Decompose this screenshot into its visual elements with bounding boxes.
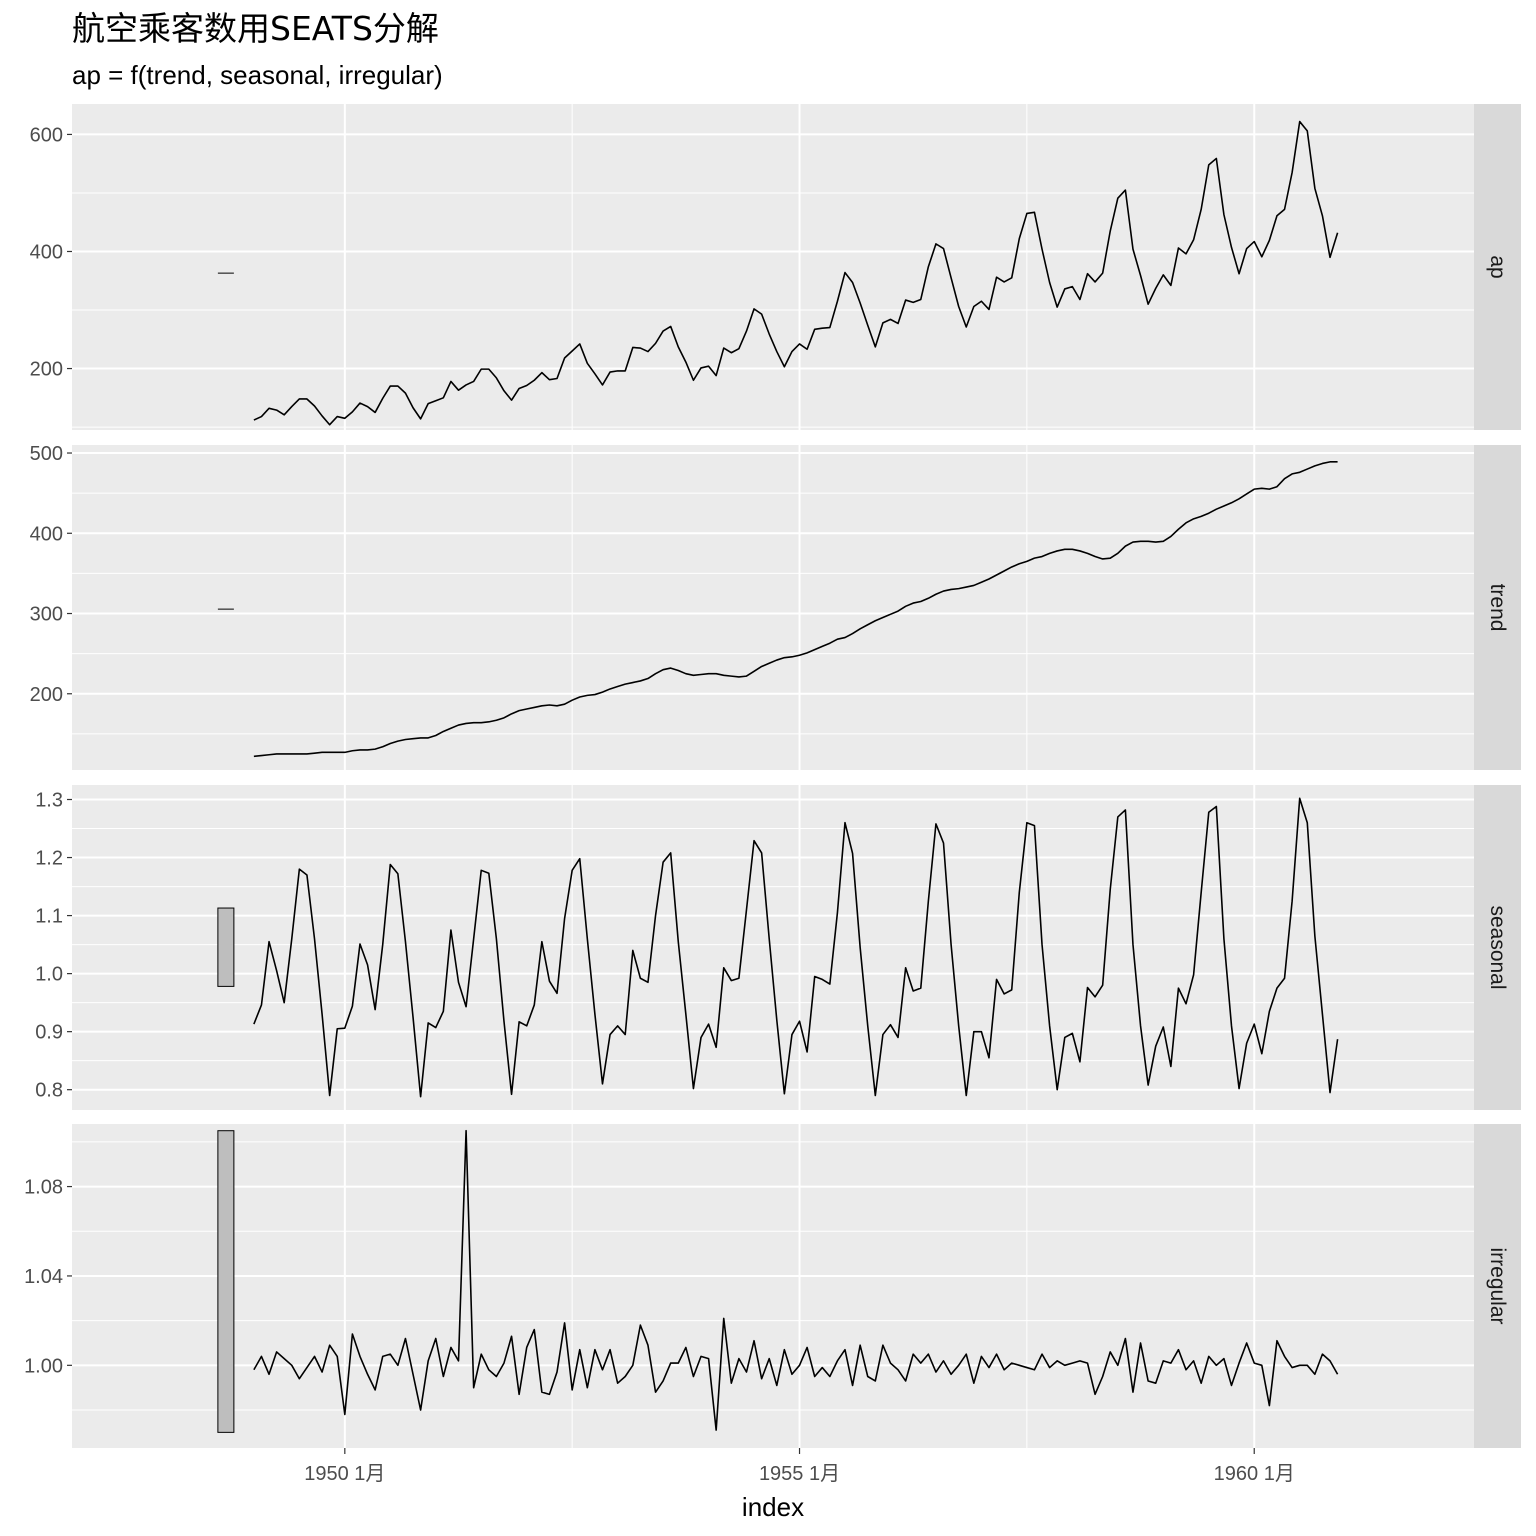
y-tick-label: 1.04: [24, 1266, 63, 1288]
facet-strip: [1474, 1124, 1521, 1448]
y-tick-label: 1.1: [35, 906, 63, 928]
facet-strip-label: trend: [1486, 584, 1509, 632]
panel-background: [72, 104, 1474, 430]
facet-strip: [1474, 785, 1521, 1110]
x-tick-label: 1960 1月: [1214, 1463, 1295, 1485]
y-tick-label: 400: [30, 523, 63, 545]
chart-subtitle: ap = f(trend, seasonal, irregular): [72, 60, 443, 90]
panel-background: [72, 445, 1474, 770]
x-axis-title: index: [742, 1492, 804, 1522]
y-tick-label: 0.8: [35, 1080, 63, 1102]
facet-panels: 200 400 600 ap 200 300 400 500 trend 0.8 0.9 1.0 1.1…: [24, 104, 1521, 1448]
panel-ap: 200 400 600 ap: [30, 104, 1521, 430]
y-tick-label: 1.3: [35, 790, 63, 812]
y-tick-label: 1.08: [24, 1177, 63, 1199]
y-tick-label: 200: [30, 359, 63, 381]
y-tick-label: 500: [30, 443, 63, 465]
y-tick-label: 1.00: [24, 1355, 63, 1377]
x-tick-label: 1955 1月: [759, 1463, 840, 1485]
panel-seasonal: 0.8 0.9 1.0 1.1 1.2 1.3 seasonal: [35, 785, 1521, 1110]
series-line-irregular: [253, 1129, 1339, 1431]
x-tick-label: 1950 1月: [304, 1463, 385, 1485]
y-tick-label: 600: [30, 124, 63, 146]
panel-background: [72, 785, 1474, 1110]
series-line-ap: [253, 120, 1339, 426]
panel-irregular: 1.00 1.04 1.08 irregular: [24, 1124, 1521, 1448]
y-tick-label: 400: [30, 241, 63, 263]
facet-strip-label: irregular: [1486, 1247, 1509, 1324]
facet-strip: [1474, 104, 1521, 430]
facet-strip-label: seasonal: [1486, 905, 1509, 989]
series-line-trend: [253, 461, 1338, 758]
chart-title: 航空乘客数用SEATS分解: [72, 9, 439, 48]
y-tick-label: 1.2: [35, 848, 63, 870]
y-tick-label: 0.9: [35, 1022, 63, 1044]
facet-strip: [1474, 445, 1521, 770]
panel-trend: 200 300 400 500 trend: [30, 443, 1521, 770]
series-line-seasonal: [253, 797, 1339, 1098]
y-tick-label: 1.0: [35, 964, 63, 986]
range-bar: [217, 907, 235, 987]
x-axis: 1950 1月 1955 1月 1960 1月: [304, 1448, 1295, 1485]
y-tick-label: 200: [30, 684, 63, 706]
facet-strip-label: ap: [1486, 255, 1509, 278]
panel-background: [72, 1124, 1474, 1448]
y-tick-label: 300: [30, 604, 63, 626]
range-bar: [217, 1130, 235, 1433]
